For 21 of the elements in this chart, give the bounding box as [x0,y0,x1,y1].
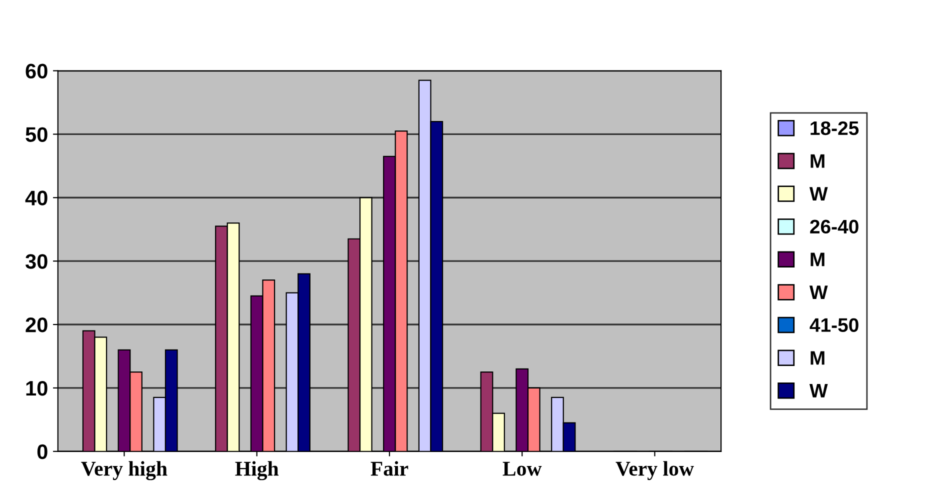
legend-label: 41-50 [810,318,858,332]
y-tick-label: 30 [25,254,48,269]
legend-label: 26-40 [810,220,858,234]
y-tick-label: 0 [37,444,48,460]
x-tick-label: Low [502,462,542,476]
legend-label: M [810,154,824,168]
y-tick-label: 20 [26,318,48,332]
legend-label: M [810,351,824,365]
x-tick-label: Fair [370,461,408,476]
x-tick-label: Very low [616,461,694,480]
y-tick-label: 60 [26,64,48,79]
legend-label: W [809,286,828,299]
legend-label: W [809,187,828,201]
legend-label: W [809,384,828,398]
y-tick-label: 50 [26,127,48,142]
y-tick-label: 10 [26,380,48,396]
x-tick-label: High [235,461,279,480]
legend-label: 18-25 [810,121,859,136]
legend-label: M [810,252,824,266]
x-tick-label: Very high [81,461,168,480]
y-tick-label: 40 [25,190,48,206]
